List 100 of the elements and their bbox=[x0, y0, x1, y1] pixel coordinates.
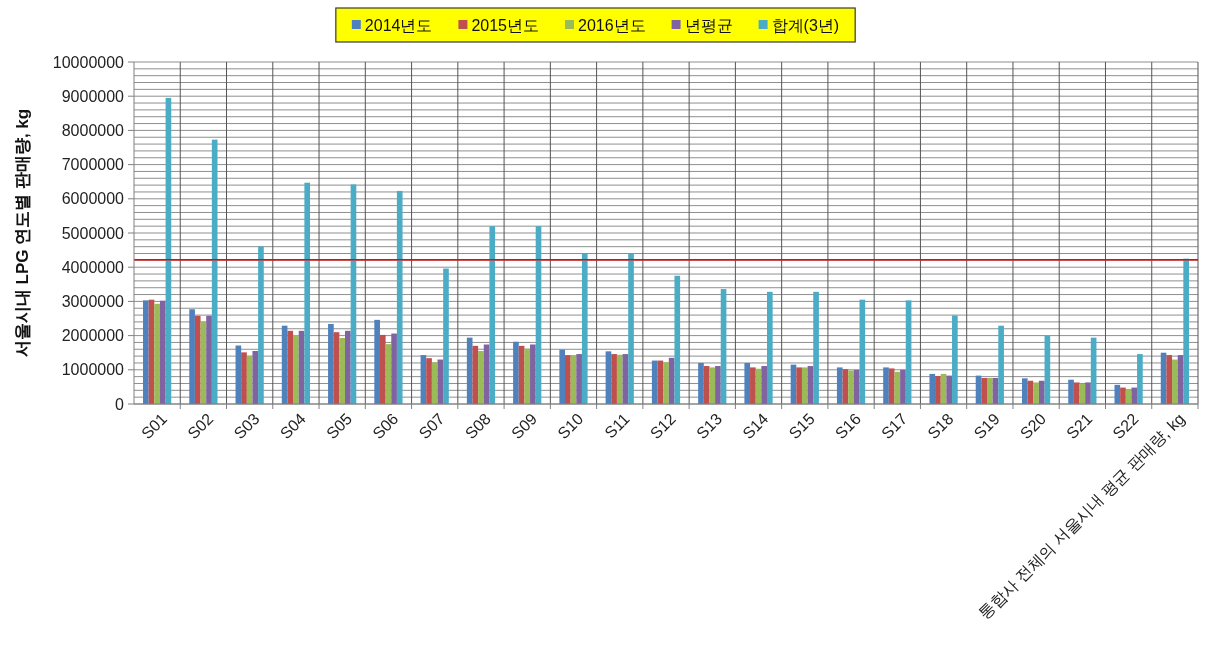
y-tick-label: 8000000 bbox=[61, 121, 125, 139]
bar bbox=[651, 360, 658, 404]
bar bbox=[345, 330, 351, 404]
bar bbox=[293, 334, 299, 404]
bar bbox=[952, 315, 958, 404]
x-tick-label: S09 bbox=[508, 409, 541, 443]
bar bbox=[900, 369, 906, 404]
y-tick-label: 0 bbox=[115, 395, 125, 413]
y-tick-label: 3000000 bbox=[61, 292, 125, 310]
bar bbox=[374, 319, 380, 404]
y-tick-label: 7000000 bbox=[61, 156, 125, 174]
x-tick-label: S14 bbox=[739, 409, 772, 443]
bar bbox=[581, 253, 588, 404]
y-tick-label: 6000000 bbox=[61, 190, 125, 208]
bar bbox=[391, 333, 397, 404]
y-tick-label: 4000000 bbox=[61, 258, 125, 276]
y-tick-label: 10000000 bbox=[52, 53, 125, 71]
bar bbox=[883, 367, 889, 404]
bar bbox=[379, 334, 386, 404]
bar bbox=[894, 371, 901, 404]
bar bbox=[1137, 354, 1143, 404]
x-tick-label: S13 bbox=[693, 409, 726, 443]
x-tick-label: S17 bbox=[878, 409, 911, 443]
bar bbox=[524, 348, 531, 404]
bar bbox=[559, 349, 566, 404]
bar bbox=[796, 367, 802, 404]
bar bbox=[1033, 382, 1039, 404]
x-tick-label: S01 bbox=[137, 409, 171, 443]
bar bbox=[576, 354, 582, 404]
bar bbox=[663, 362, 669, 404]
x-tick-label: S18 bbox=[924, 409, 957, 443]
x-tick-label: S02 bbox=[184, 409, 217, 443]
bar bbox=[1021, 378, 1028, 404]
bar bbox=[698, 362, 704, 404]
bar bbox=[929, 373, 936, 404]
bar bbox=[304, 182, 311, 404]
bar bbox=[159, 300, 166, 404]
bar bbox=[287, 330, 294, 404]
bar bbox=[154, 303, 160, 404]
bar bbox=[478, 350, 484, 404]
bar bbox=[766, 291, 773, 404]
legend-label: 합계(3년) bbox=[771, 16, 840, 34]
bar bbox=[472, 345, 479, 404]
bar bbox=[431, 362, 438, 404]
bar bbox=[443, 268, 449, 404]
bar bbox=[241, 352, 247, 404]
bar bbox=[489, 226, 496, 404]
x-tick-label: S07 bbox=[415, 409, 448, 443]
bar bbox=[998, 325, 1004, 404]
bar bbox=[189, 309, 195, 404]
bar bbox=[252, 350, 259, 404]
bar bbox=[328, 323, 334, 404]
bar bbox=[396, 190, 403, 404]
bar bbox=[1085, 382, 1091, 404]
bar bbox=[1120, 387, 1126, 404]
x-tick-label: S08 bbox=[461, 409, 495, 443]
bar bbox=[611, 354, 617, 404]
x-tick-label: S10 bbox=[554, 409, 587, 443]
bar bbox=[1068, 379, 1074, 404]
x-tick-label: S06 bbox=[369, 409, 402, 443]
legend-label: 2014년도 bbox=[364, 16, 433, 34]
bar bbox=[1073, 382, 1080, 404]
bar bbox=[761, 366, 767, 404]
x-tick-label: S12 bbox=[646, 409, 680, 443]
bar bbox=[709, 367, 716, 404]
y-tick-label: 5000000 bbox=[61, 224, 125, 242]
x-tick-label: S15 bbox=[785, 409, 818, 443]
legend-label: 2015년도 bbox=[471, 16, 540, 34]
bar bbox=[143, 300, 149, 404]
bar bbox=[1114, 384, 1121, 404]
bar bbox=[715, 366, 721, 404]
legend-label: 년평균 bbox=[684, 16, 733, 34]
x-tick-label: S21 bbox=[1063, 409, 1096, 443]
bar bbox=[946, 375, 953, 404]
bar bbox=[206, 315, 212, 404]
y-tick-label: 2000000 bbox=[61, 327, 125, 345]
bar bbox=[530, 344, 536, 404]
bar bbox=[981, 378, 987, 404]
bar bbox=[813, 291, 819, 404]
bar bbox=[987, 378, 993, 404]
bar bbox=[744, 362, 751, 404]
x-tick-label: S11 bbox=[601, 409, 633, 442]
bar bbox=[339, 337, 345, 404]
x-tick-label: S20 bbox=[1016, 409, 1050, 443]
x-tick-label: S16 bbox=[831, 409, 865, 443]
bar bbox=[801, 367, 808, 404]
bar bbox=[836, 367, 843, 404]
bar bbox=[750, 367, 756, 404]
bar bbox=[258, 246, 264, 404]
bar bbox=[853, 369, 860, 404]
x-tick-label: S04 bbox=[276, 409, 309, 443]
bar bbox=[565, 355, 571, 404]
y-axis-title: 서울시내 LPG 연도별 판매량, kg bbox=[12, 108, 32, 358]
bar bbox=[211, 139, 218, 404]
bar bbox=[1131, 387, 1138, 404]
x-tick-label: S03 bbox=[230, 409, 263, 443]
y-tick-label: 9000000 bbox=[61, 87, 125, 105]
bar bbox=[674, 275, 681, 404]
x-tick-label: S19 bbox=[970, 409, 1003, 443]
bar bbox=[628, 253, 634, 404]
